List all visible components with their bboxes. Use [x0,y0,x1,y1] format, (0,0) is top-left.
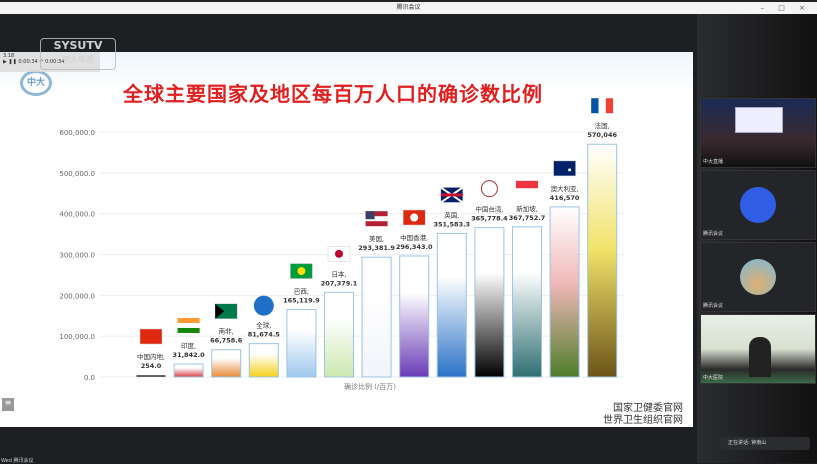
total-time: 0:00:34 [45,59,65,65]
slide-menu-button[interactable]: ≡ [2,398,14,411]
category-label: 南非, [219,327,234,336]
participant-name: 腾讯会议 [703,303,724,309]
bottom-bar [0,427,697,463]
participant-name: 中大直播 [703,159,724,165]
participant-tile[interactable]: 腾讯会议 [700,170,816,240]
china-flag-icon [139,328,163,345]
logo-text: SYSUTV [53,39,103,52]
category-label: 中国台湾, [475,205,503,214]
elapsed-time: 0:00:34 [18,59,38,65]
rewind-icon[interactable]: ↶ [39,59,44,65]
speaker-figure [749,337,771,377]
y-tick-label: 600,000.0 [59,129,95,137]
data-label: 207,379.1 [321,279,358,287]
slide-title: 全球主要国家及地区每百万人口的确诊数比例 [123,82,543,106]
category-label: 全球, [256,321,271,330]
category-label: 日本, [331,269,346,278]
taiwan-flag-icon [480,180,498,198]
participant-tile[interactable]: 中大直播 [700,98,816,168]
bar [286,309,317,378]
y-tick-label: 300,000.0 [59,252,95,260]
media-player-overlay[interactable]: 3.18 ▶ ❚❚ 0:00:34 ↶ 0:00:34 [0,52,100,72]
logo-subtext: 中大电视 [62,55,94,64]
y-tick-label: 200,000.0 [59,292,95,300]
speaking-indicator: 正在讲话: 钟南山 [720,437,810,450]
avatar [740,187,776,223]
participants-panel: 中大直播 腾讯会议 腾讯会议 中大医院 [697,14,817,463]
data-label: 293,381.9 [358,244,395,252]
category-label: 澳大利亚, [551,184,579,193]
data-label: 296,343.0 [396,243,433,251]
y-tick-label: 100,000.0 [59,333,95,341]
source-2: 世界卫生组织官网 [603,415,683,426]
category-label: 印度, [181,341,196,350]
window-title: 腾讯会议 [396,4,421,11]
category-label: 中国香港, [400,233,428,242]
x-axis-label: 确诊比例 (/百万) [344,382,396,391]
data-label: 365,778.4 [471,215,508,223]
category-label: 法国, [595,121,610,130]
auditorium-screen [735,107,783,133]
france-flag-icon [591,98,614,114]
bar [211,349,242,378]
bar [324,291,354,378]
sysutv-logo: SYSUTV 中大电视 [40,38,116,70]
india-flag-icon [177,317,200,333]
category-label: 巴西, [294,288,309,296]
data-label: 416,570 [550,194,580,202]
bar [173,363,204,378]
bar [474,227,505,378]
player-status: 3.18 [3,53,15,59]
data-label: 351,583.3 [433,220,470,228]
hong-kong-flag-icon [402,209,426,226]
data-label: 66,758.6 [210,337,243,345]
participant-tile[interactable]: 腾讯会议 [700,242,816,312]
y-tick-label: 0.0 [84,374,95,382]
bottom-status: Wed 腾讯会议 [1,458,34,464]
data-label: 81,674.5 [248,331,281,339]
singapore-flag-icon [516,180,538,196]
window-titlebar: 腾讯会议 – □ × [0,0,817,14]
australia-flag-icon [553,160,576,177]
category-label: 美国, [369,234,384,243]
usa-flag-icon [365,211,388,227]
data-label: 367,752.7 [509,214,546,222]
bar [587,143,618,378]
top-band [0,14,697,52]
brazil-flag-icon [290,263,313,279]
data-label: 31,842.0 [173,351,206,359]
bar [549,206,580,378]
globe-icon [253,295,274,316]
y-tick-label: 500,000.0 [59,170,95,178]
avatar [740,259,776,295]
source-1: 国家卫健委官网 [613,403,683,414]
participant-name: 腾讯会议 [703,231,724,237]
participant-tile[interactable]: 中大医院 [700,314,816,384]
bar [436,232,467,378]
south-africa-flag-icon [214,303,238,319]
category-label: 新加坡, [516,204,538,213]
bar [399,255,430,378]
data-label: 570,046 [587,131,617,139]
category-label: 中国内地, [137,352,165,361]
participant-name: 中大医院 [703,375,724,381]
y-tick-label: 400,000.0 [59,211,95,219]
data-label: 254.0 [141,362,162,370]
data-label: 165,119.9 [283,297,320,305]
japan-flag-icon [327,246,351,262]
bar [512,226,542,378]
uk-flag-icon [440,186,464,204]
bar [248,343,279,378]
play-icon[interactable]: ▶ ❚❚ [3,59,17,65]
category-label: 英国, [444,210,459,219]
source-note: 国家卫健委官网 世界卫生组织官网 [603,403,683,427]
window-controls[interactable]: – □ × [760,4,811,12]
bar-chart: 0.0 100,000.0 200,000.0 300,000.0 400,000.0 5… [59,98,625,391]
bar [361,256,392,378]
